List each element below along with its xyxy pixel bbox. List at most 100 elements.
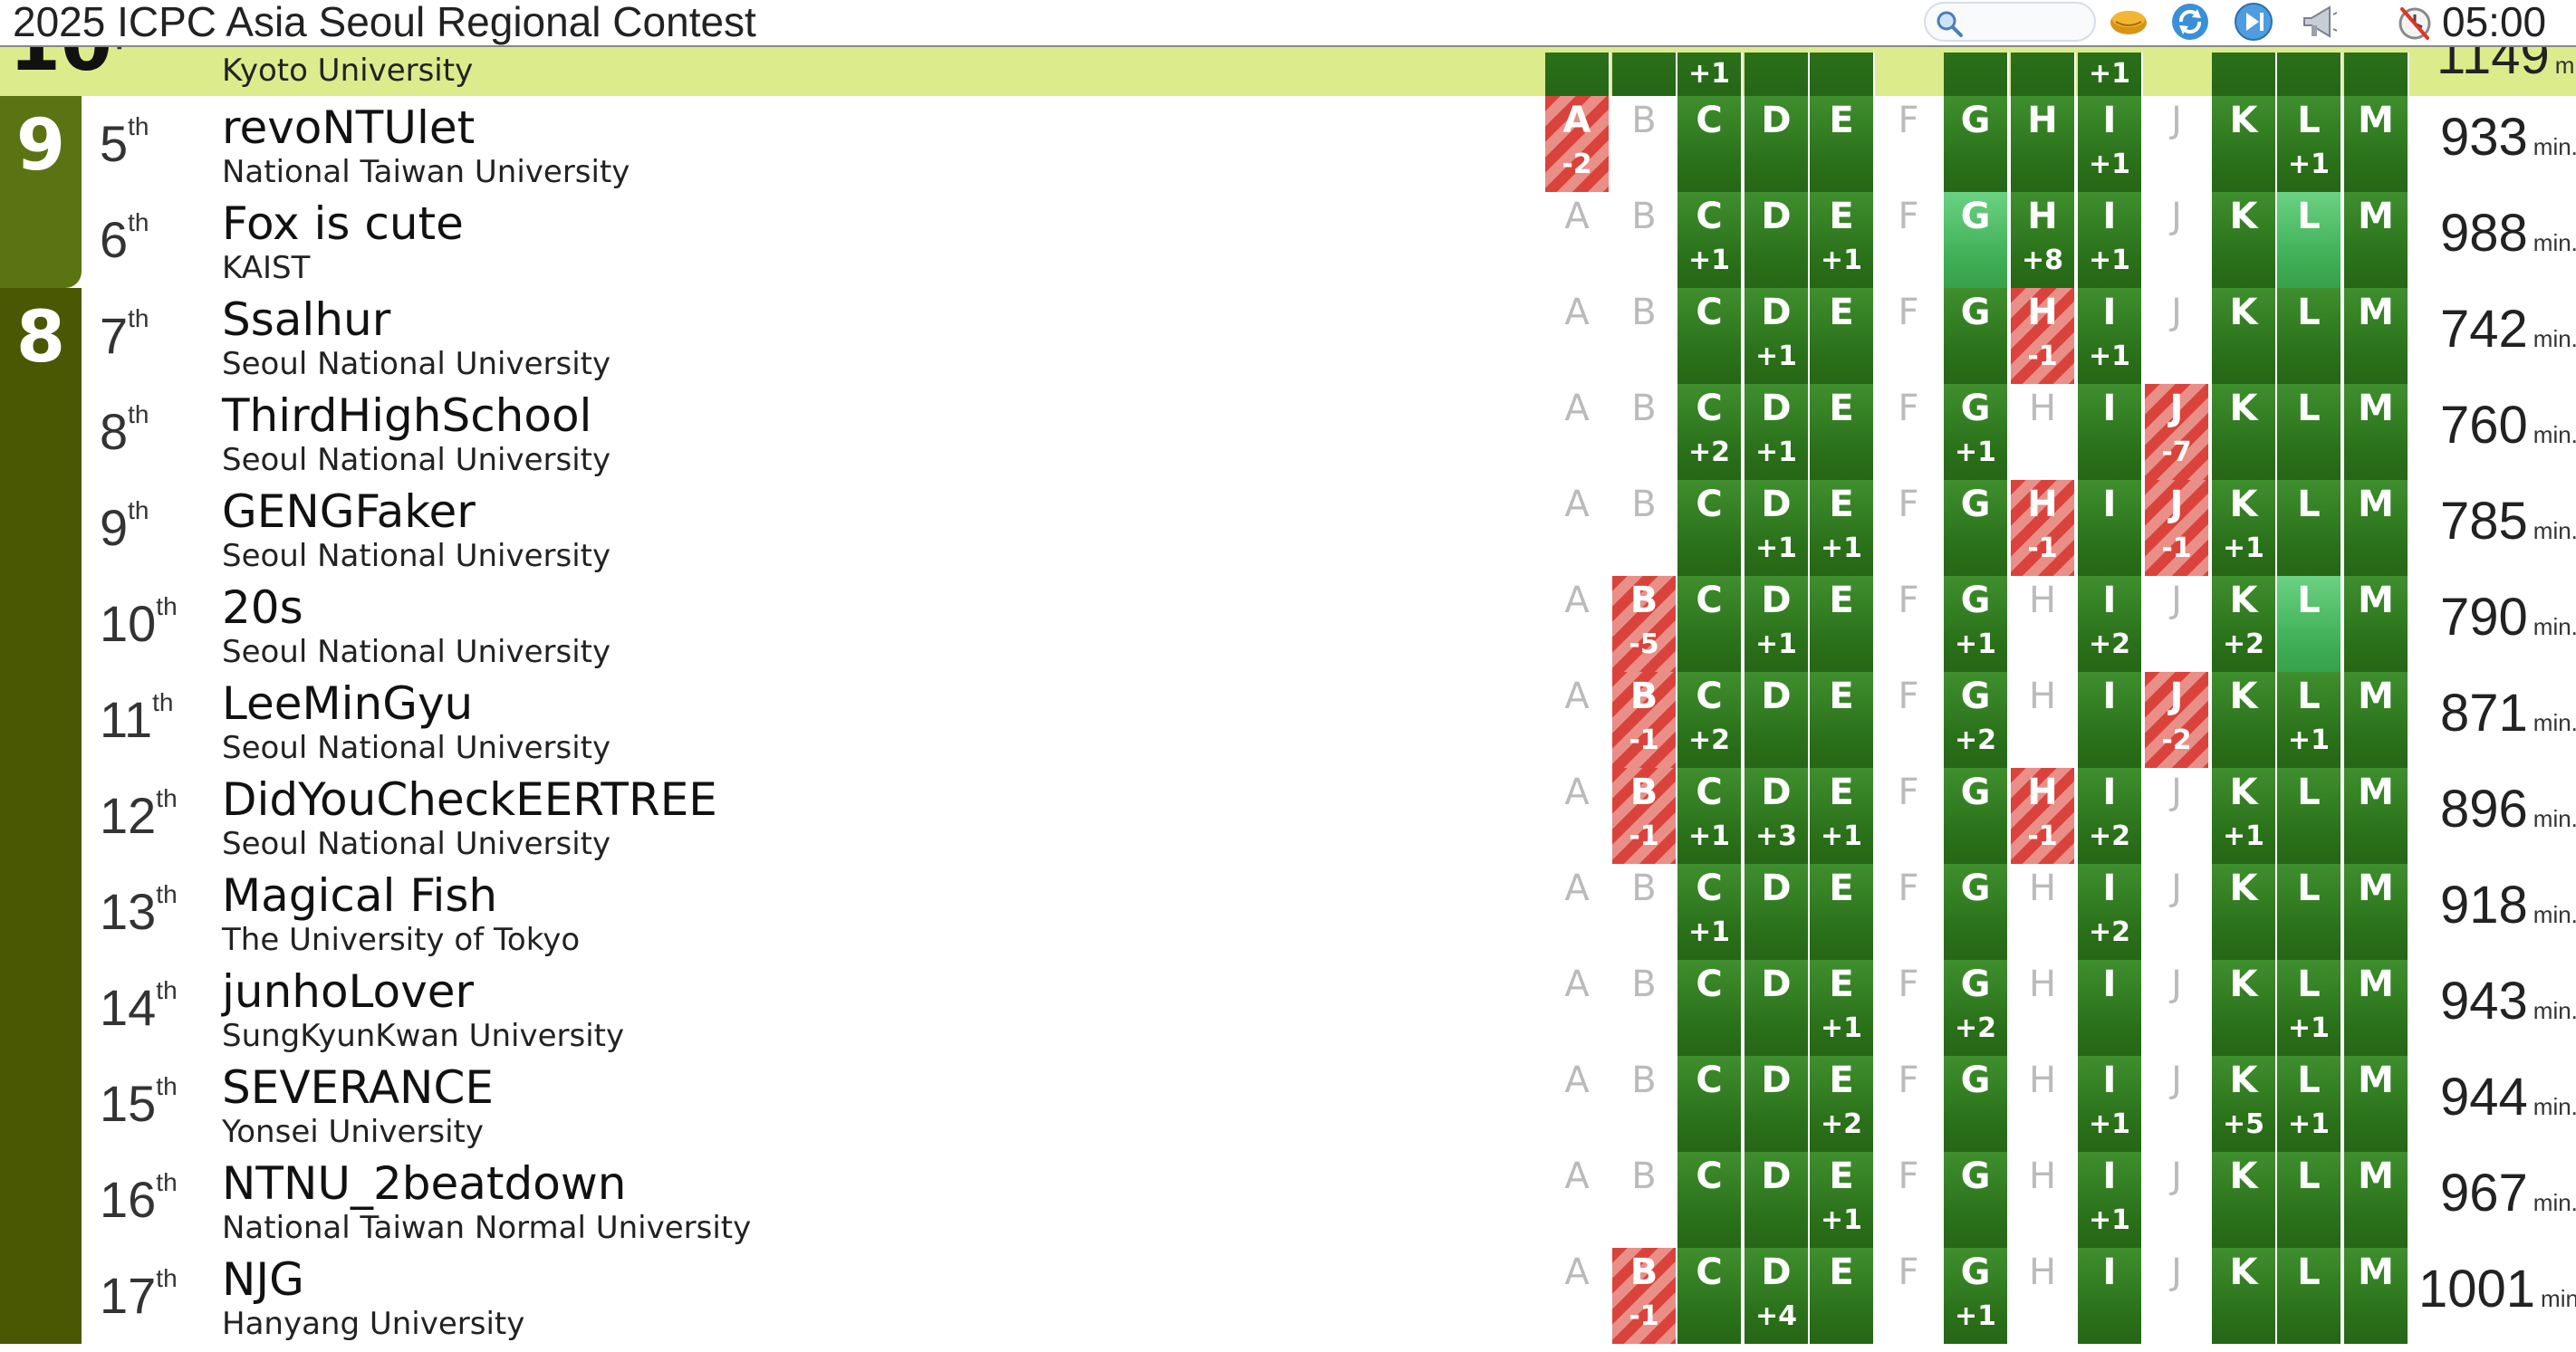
problem-cell-b[interactable]: B -5 [1612, 576, 1677, 672]
problem-cell-b[interactable]: B [1612, 960, 1677, 1056]
problem-cell-c[interactable]: C [1677, 480, 1743, 576]
problem-cell-d[interactable]: D [1745, 96, 1810, 192]
problem-cell-e[interactable]: E +1 [1810, 192, 1875, 288]
problem-cell-e[interactable]: E +1 [1810, 960, 1875, 1056]
problem-cell-k[interactable]: K [2212, 1152, 2277, 1248]
problem-cell-a[interactable]: A [1545, 288, 1610, 384]
problem-cell-l[interactable]: L +1 [2277, 1056, 2342, 1152]
problem-cell-h[interactable]: H [2011, 96, 2076, 192]
problem-cell-e[interactable]: E [1810, 576, 1875, 672]
problem-cell-g[interactable]: G [1944, 864, 2009, 960]
problem-cell-l[interactable]: L [2277, 576, 2342, 672]
problem-cell-e[interactable]: E [1810, 1248, 1875, 1344]
team-row[interactable]: 10th 20s Seoul National University A B -5 C D +1… [82, 576, 2576, 672]
search-input[interactable] [1924, 2, 2096, 42]
problem-cell-j[interactable]: J -7 [2145, 384, 2210, 480]
problem-cell-c[interactable]: C [1677, 1056, 1743, 1152]
problem-cell-e[interactable]: E +1 [1810, 480, 1875, 576]
problem-cell-e[interactable]: E [1810, 96, 1875, 192]
problem-cell-f[interactable]: F [1877, 384, 1942, 480]
problem-cell-m[interactable]: M [2344, 768, 2409, 864]
problem-cell-h[interactable]: H [2011, 672, 2076, 768]
problem-cell-d[interactable]: D [1745, 1056, 1810, 1152]
problem-cell-i[interactable]: I +2 [2078, 576, 2143, 672]
problem-cell-k[interactable]: K +2 [2212, 576, 2277, 672]
problem-cell-m[interactable]: M [2344, 96, 2409, 192]
problem-cell-h[interactable]: H [2011, 384, 2076, 480]
problem-cell-d[interactable]: D +1 [1745, 576, 1810, 672]
problem-cell-c[interactable]: C [1677, 1152, 1743, 1248]
problem-cell-j[interactable]: J [2145, 1248, 2210, 1344]
team-row[interactable]: 16th NTNU_2beatdown National Taiwan Normal… [82, 1152, 2576, 1248]
problem-cell-g[interactable]: G +2 [1944, 960, 2009, 1056]
problem-cell-l[interactable]: L [2277, 288, 2342, 384]
team-row[interactable]: 7th Ssalhur Seoul National University A B C D +… [82, 288, 2576, 384]
problem-cell-a[interactable]: A [1545, 480, 1610, 576]
problem-cell-i[interactable]: I [2078, 672, 2143, 768]
problem-cell-a[interactable]: A -2 [1545, 96, 1610, 192]
problem-cell-i[interactable]: I +1 [2078, 96, 2143, 192]
problem-cell-h[interactable]: H -1 [2011, 288, 2076, 384]
problem-cell-d[interactable]: D [1745, 1152, 1810, 1248]
problem-cell-e[interactable]: E [1810, 288, 1875, 384]
problem-cell-m[interactable]: M [2344, 1248, 2409, 1344]
problem-cell-c[interactable]: C +2 [1677, 384, 1743, 480]
team-row[interactable]: 15th SEVERANCE Yonsei University A B C D E +2 F G H… [82, 1056, 2576, 1152]
problem-cell-i[interactable]: I +2 [2078, 768, 2143, 864]
team-row[interactable]: 17th NJG Hanyang University A B -1 C D +4 E F G +1 H I… [82, 1248, 2576, 1344]
problem-cell-a[interactable]: A [1545, 192, 1610, 288]
problem-cell-h[interactable]: H [2011, 1056, 2076, 1152]
problem-cell-d[interactable]: D [1745, 672, 1810, 768]
problem-cell-a[interactable]: A [1545, 864, 1610, 960]
problem-cell-b[interactable]: B [1612, 96, 1677, 192]
problem-cell-i[interactable]: I +1 [2078, 1152, 2143, 1248]
problem-cell-a[interactable]: A [1545, 960, 1610, 1056]
problem-cell-j[interactable]: J -2 [2145, 672, 2210, 768]
problem-cell-a[interactable]: A [1545, 672, 1610, 768]
team-row[interactable]: 13th Magical Fish The University of Tokyo A… [82, 864, 2576, 960]
problem-cell-e[interactable]: E [1810, 864, 1875, 960]
refresh-icon[interactable] [2170, 2, 2210, 42]
problem-cell-k[interactable]: K [2212, 672, 2277, 768]
problem-cell-e[interactable]: E +1 [1810, 1152, 1875, 1248]
problem-cell-c[interactable]: C +2 [1677, 672, 1743, 768]
team-row[interactable]: 9th GENGFaker Seoul National University A B C… [82, 480, 2576, 576]
problem-cell-f[interactable]: F [1877, 96, 1942, 192]
problem-cell-b[interactable]: B [1612, 384, 1677, 480]
problem-cell-d[interactable]: D [1745, 960, 1810, 1056]
problem-cell-c[interactable]: C [1677, 1248, 1743, 1344]
problem-cell-k[interactable]: K [2212, 288, 2277, 384]
problem-cell-f[interactable]: F [1877, 1152, 1942, 1248]
problem-cell-i[interactable]: I [2078, 960, 2143, 1056]
problem-cell-l[interactable]: L [2277, 864, 2342, 960]
problem-cell-m[interactable]: M [2344, 672, 2409, 768]
problem-cell-e[interactable]: E [1810, 672, 1875, 768]
problem-cell-l[interactable]: L +1 [2277, 672, 2342, 768]
problem-cell-h[interactable]: H [2011, 1152, 2076, 1248]
problem-cell-h[interactable]: H +8 [2011, 192, 2076, 288]
problem-cell-d[interactable]: D +1 [1745, 480, 1810, 576]
problem-cell-a[interactable]: A [1545, 576, 1610, 672]
problem-cell-g[interactable]: G +1 [1944, 384, 2009, 480]
problem-cell-d[interactable]: D +4 [1745, 1248, 1810, 1344]
problem-cell-a[interactable]: A [1545, 384, 1610, 480]
problem-cell-g[interactable]: G [1944, 192, 2009, 288]
problem-cell-h[interactable]: H [2011, 960, 2076, 1056]
problem-cell-j[interactable]: J [2145, 864, 2210, 960]
problem-cell-k[interactable]: K [2212, 192, 2277, 288]
problem-cell-j[interactable]: J [2145, 96, 2210, 192]
problem-cell-b[interactable]: B [1612, 288, 1677, 384]
problem-cell-g[interactable]: G [1944, 768, 2009, 864]
problem-cell-m[interactable]: M [2344, 384, 2409, 480]
problem-cell-g[interactable]: G [1944, 480, 2009, 576]
problem-cell-h[interactable]: H [2011, 1248, 2076, 1344]
clock-alarm-icon[interactable] [2395, 2, 2435, 42]
problem-cell-k[interactable]: K [2212, 864, 2277, 960]
problem-cell-c[interactable]: C [1677, 96, 1743, 192]
problem-cell-e[interactable]: E [1810, 384, 1875, 480]
team-row[interactable]: 8th ThirdHighSchool Seoul National Univers… [82, 384, 2576, 480]
problem-cell-c[interactable]: C +1 [1677, 768, 1743, 864]
problem-cell-l[interactable]: L [2277, 1152, 2342, 1248]
problem-cell-f[interactable]: F [1877, 864, 1942, 960]
team-row[interactable]: 6th Fox is cute KAIST A B C +1 D E +1 F G H +8 I +1 J K L M… [82, 192, 2576, 288]
